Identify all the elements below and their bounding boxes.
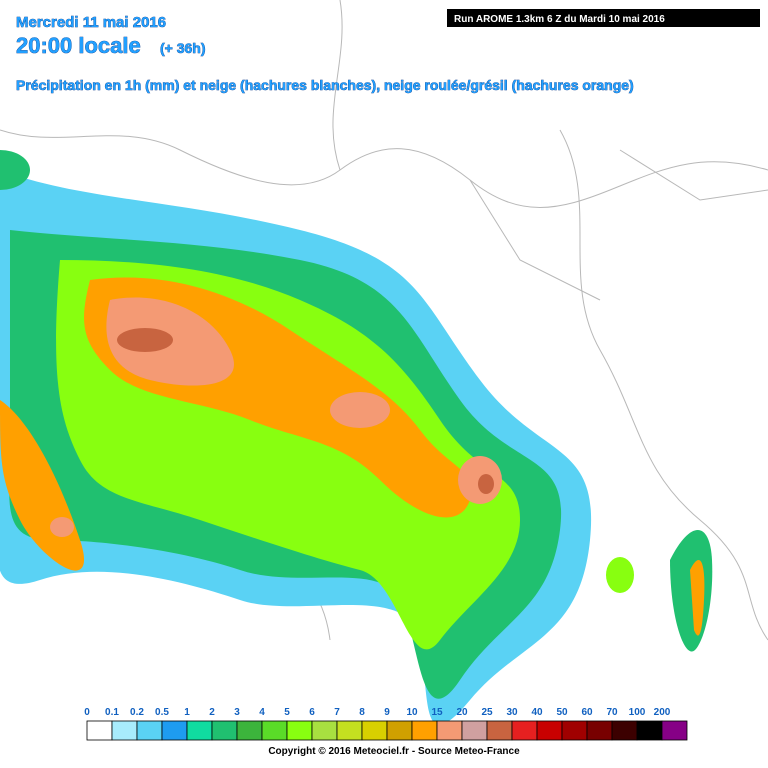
legend-label: 10 bbox=[406, 707, 418, 718]
legend-swatch bbox=[236, 720, 263, 741]
legend-label: 1 bbox=[184, 707, 190, 718]
legend-swatch bbox=[361, 720, 388, 741]
legend-swatch bbox=[661, 720, 688, 741]
legend-label: 25 bbox=[481, 707, 493, 718]
legend-label: 4 bbox=[259, 707, 265, 718]
forecast-time: 20:00 locale bbox=[16, 33, 141, 58]
legend: 0 0.1 0.2 0.5 1 2 3 4 5 6 7 8 9 10 15 20 25 30 40 50 60 70 100… bbox=[84, 707, 688, 741]
legend-label: 0.1 bbox=[105, 707, 119, 718]
forecast-lead: (+ 36h) bbox=[160, 40, 206, 56]
forecast-date: Mercredi 11 mai 2016 bbox=[16, 14, 166, 31]
legend-swatch bbox=[111, 720, 138, 741]
run-box bbox=[447, 9, 760, 27]
run-info: Run AROME 1.3km 6 Z du Mardi 10 mai 2016 bbox=[454, 14, 665, 25]
legend-label: 0 bbox=[84, 707, 90, 718]
legend-swatch bbox=[461, 720, 488, 741]
legend-swatch bbox=[436, 720, 463, 741]
legend-swatch bbox=[311, 720, 338, 741]
precipitation bbox=[0, 150, 713, 725]
legend-label: 70 bbox=[606, 707, 618, 718]
legend-label: 5 bbox=[284, 707, 290, 718]
legend-label: 40 bbox=[531, 707, 543, 718]
legend-label: 2 bbox=[209, 707, 215, 718]
legend-label: 7 bbox=[334, 707, 340, 718]
legend-swatch bbox=[211, 720, 238, 741]
legend-label: 6 bbox=[309, 707, 315, 718]
legend-label: 15 bbox=[431, 707, 443, 718]
legend-swatch bbox=[636, 720, 663, 741]
legend-swatch bbox=[186, 720, 213, 741]
legend-label: 100 bbox=[629, 707, 646, 718]
legend-swatch bbox=[411, 720, 438, 741]
legend-label: 0.2 bbox=[130, 707, 144, 718]
legend-swatch bbox=[611, 720, 638, 741]
legend-label: 0.5 bbox=[155, 707, 169, 718]
legend-label: 3 bbox=[234, 707, 240, 718]
legend-label: 8 bbox=[359, 707, 365, 718]
legend-label: 50 bbox=[556, 707, 568, 718]
legend-label: 60 bbox=[581, 707, 593, 718]
legend-swatch bbox=[486, 720, 513, 741]
legend-swatch bbox=[336, 720, 363, 741]
map-subtitle: Précipitation en 1h (mm) et neige (hachu… bbox=[16, 77, 634, 93]
legend-swatch bbox=[161, 720, 188, 741]
legend-label: 9 bbox=[384, 707, 390, 718]
legend-swatch bbox=[261, 720, 288, 741]
legend-swatch bbox=[536, 720, 563, 741]
legend-swatch bbox=[386, 720, 413, 741]
legend-swatch bbox=[586, 720, 613, 741]
copyright: Copyright © 2016 Meteociel.fr - Source M… bbox=[268, 746, 520, 757]
legend-label: 30 bbox=[506, 707, 518, 718]
legend-label: 20 bbox=[456, 707, 468, 718]
legend-swatch bbox=[561, 720, 588, 741]
legend-swatch bbox=[286, 720, 313, 741]
legend-swatch bbox=[86, 720, 113, 741]
legend-swatch bbox=[136, 720, 163, 741]
legend-swatch bbox=[511, 720, 538, 741]
legend-label: 200 bbox=[654, 707, 671, 718]
